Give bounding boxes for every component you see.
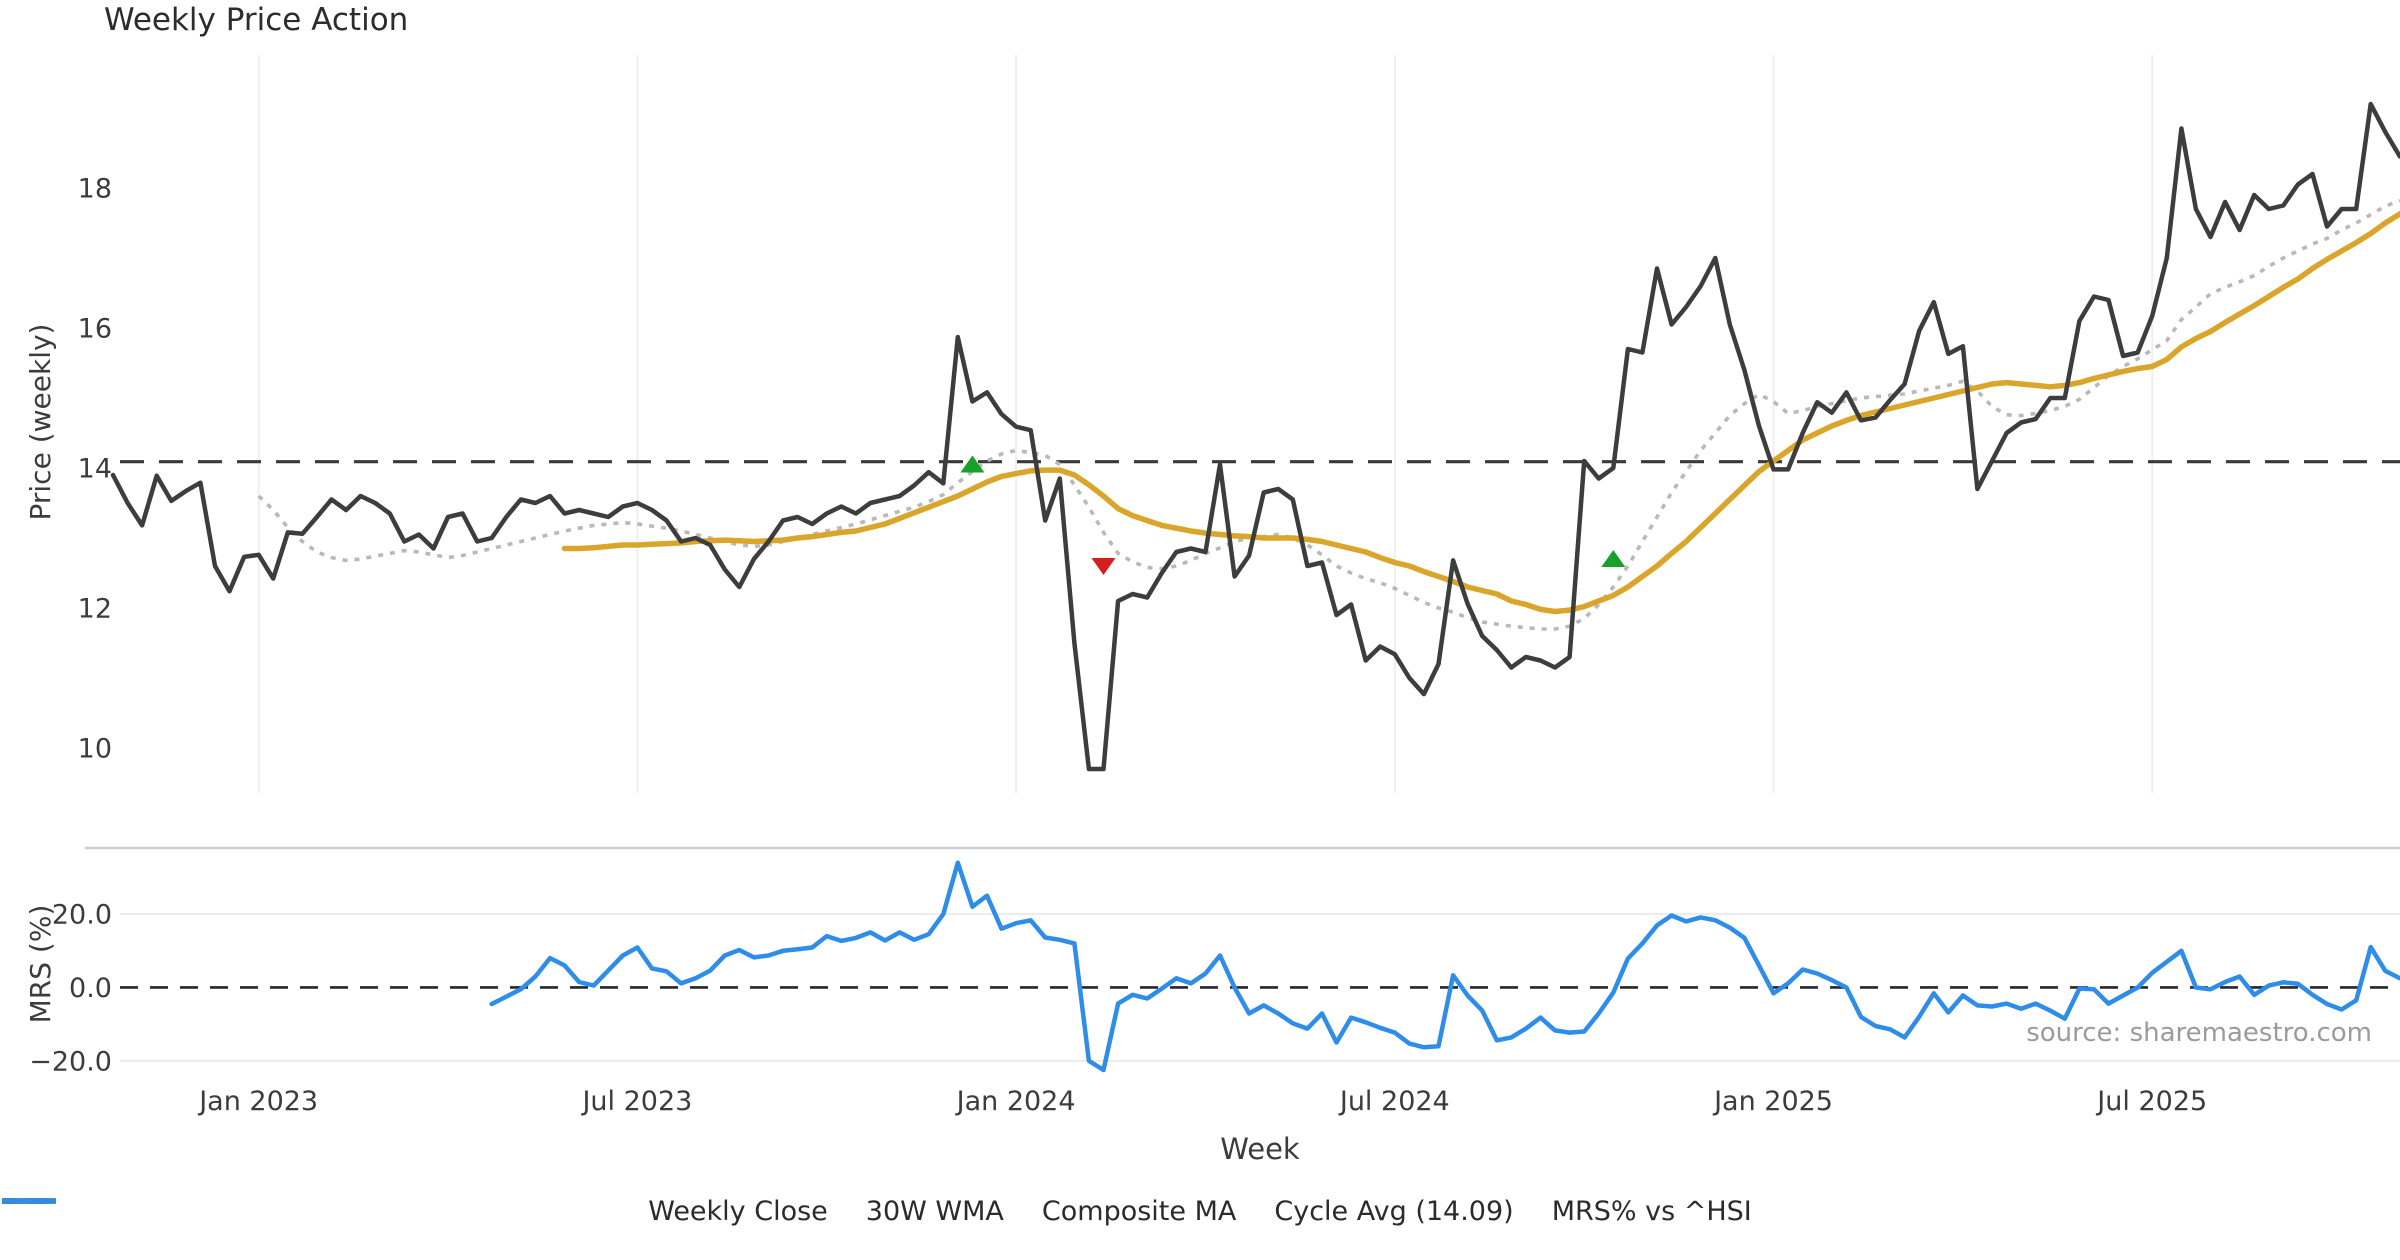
y-tick-label: 16 — [78, 313, 112, 344]
legend-item-label: MRS% vs ^HSI — [1551, 1196, 1752, 1227]
y-tick-label: −20.0 — [29, 1046, 112, 1077]
x-tick-label: Jan 2025 — [1712, 1086, 1833, 1117]
legend-item: MRS% vs ^HSI — [2, 1196, 1752, 1227]
composite-ma-line — [257, 198, 2400, 631]
legend-item: 30W WMA — [2, 1196, 1004, 1227]
legend-item-label: 30W WMA — [865, 1196, 1004, 1227]
x-tick-label: Jul 2024 — [1338, 1086, 1450, 1117]
legend-item-label: Weekly Close — [648, 1196, 828, 1227]
legend: Weekly Close 30W WMA Composite MA Cycle Avg… — [0, 1196, 2400, 1227]
x-tick-label: Jan 2023 — [197, 1086, 318, 1117]
x-tick-label: Jan 2024 — [955, 1086, 1076, 1117]
weekly-close-line — [110, 101, 2400, 772]
y-tick-label: 20.0 — [52, 900, 112, 931]
legend-item: Cycle Avg (14.09) — [2, 1196, 1514, 1227]
legend-item: Composite MA — [2, 1196, 1237, 1227]
y-tick-label: 0.0 — [69, 973, 112, 1004]
buy-signal-marker — [960, 455, 985, 473]
mrs-line — [489, 860, 2400, 1073]
y-tick-label: 10 — [78, 733, 112, 764]
x-axis-label: Week — [1220, 1132, 1300, 1166]
source-credit: source: sharemaestro.com — [2026, 1018, 2372, 1048]
x-tick-label: Jul 2025 — [2095, 1086, 2207, 1117]
legend-item-label: Cycle Avg (14.09) — [1274, 1196, 1514, 1227]
sell-signal-marker — [1091, 558, 1116, 575]
page-title: Weekly Price Action — [104, 2, 409, 38]
x-tick-label: Jul 2023 — [580, 1086, 692, 1117]
y-tick-label: 14 — [78, 453, 112, 484]
wma-line — [561, 211, 2400, 615]
legend-line-sample — [2, 1198, 56, 1204]
legend-item: Weekly Close — [2, 1196, 828, 1227]
y-tick-label: 18 — [78, 173, 112, 204]
buy-signal-marker — [1601, 550, 1626, 567]
legend-item-label: Composite MA — [1041, 1196, 1237, 1227]
y-tick-label: 12 — [78, 593, 112, 624]
